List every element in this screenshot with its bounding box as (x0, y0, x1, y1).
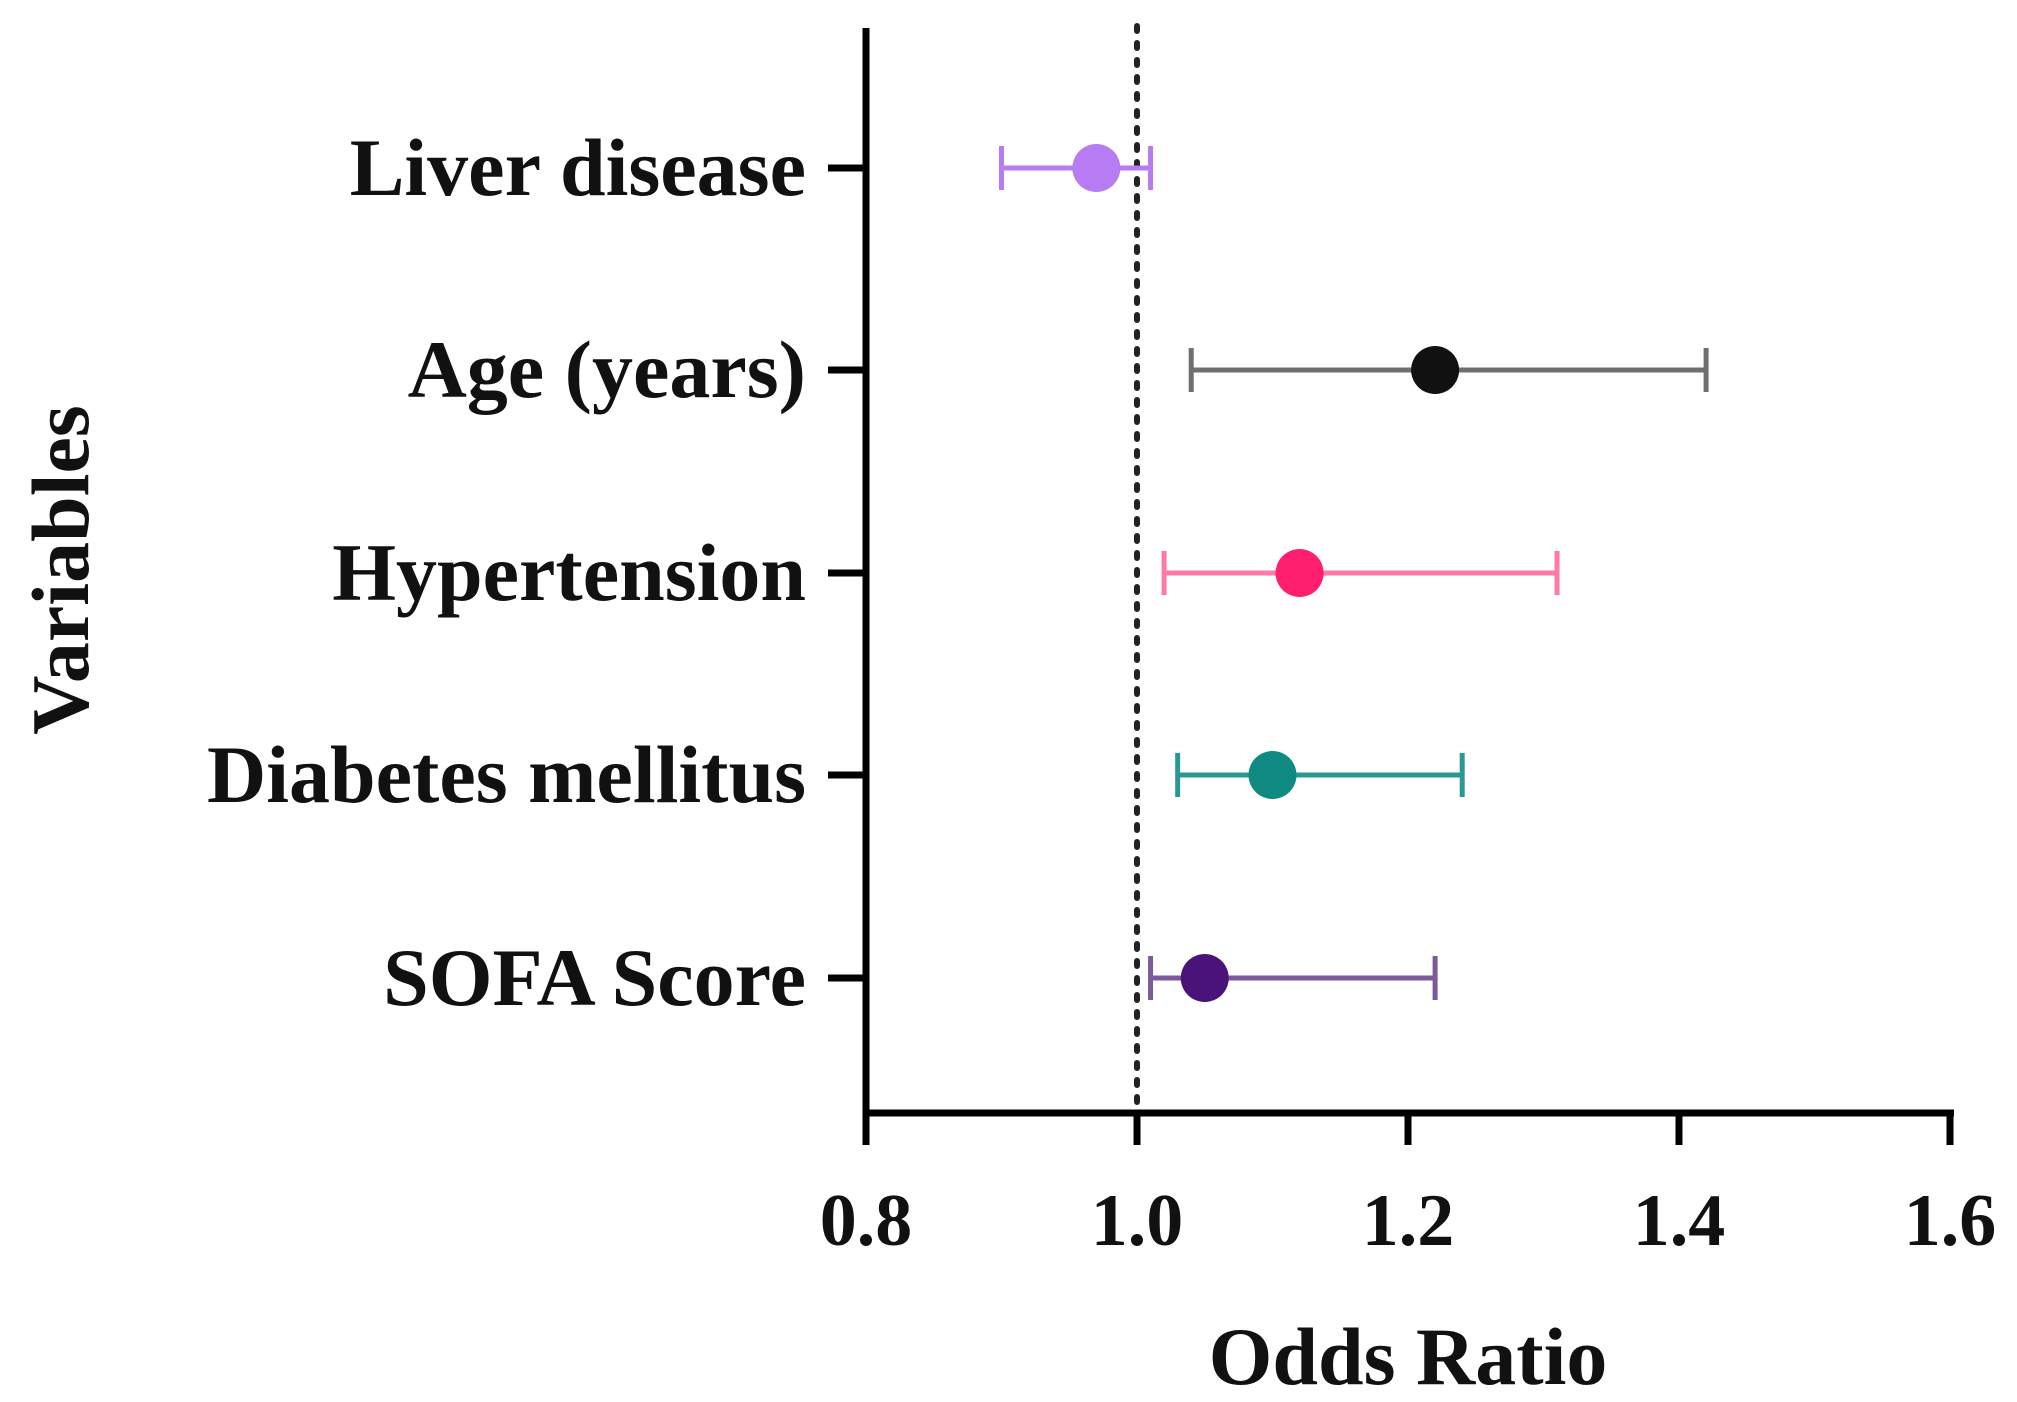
x-tick-label: 1.6 (1904, 1180, 1997, 1262)
point-estimate (1180, 954, 1229, 1002)
axes-layer (828, 28, 1954, 1145)
category-label: Hypertension (332, 527, 806, 618)
category-label: Diabetes mellitus (207, 729, 806, 820)
point-estimate (1072, 144, 1121, 192)
x-tick-label: 1.0 (1091, 1180, 1184, 1262)
point-estimate (1248, 751, 1297, 799)
labels-layer: 0.8 1.0 1.2 1.4 1.6 Liver disease Age (years) H… (207, 122, 1996, 1262)
category-label: Age (years) (408, 324, 806, 415)
category-label: SOFA Score (383, 932, 806, 1023)
x-tick-label: 1.2 (1362, 1180, 1455, 1262)
point-estimate (1411, 346, 1460, 394)
x-tick-label: 1.4 (1633, 1180, 1726, 1262)
y-axis-title: Variables (15, 405, 106, 735)
point-estimate (1275, 549, 1324, 597)
category-label: Liver disease (350, 122, 806, 213)
marks-layer (999, 144, 1709, 1002)
x-axis-title: Odds Ratio (1209, 1311, 1608, 1402)
x-tick-label: 0.8 (820, 1180, 913, 1262)
